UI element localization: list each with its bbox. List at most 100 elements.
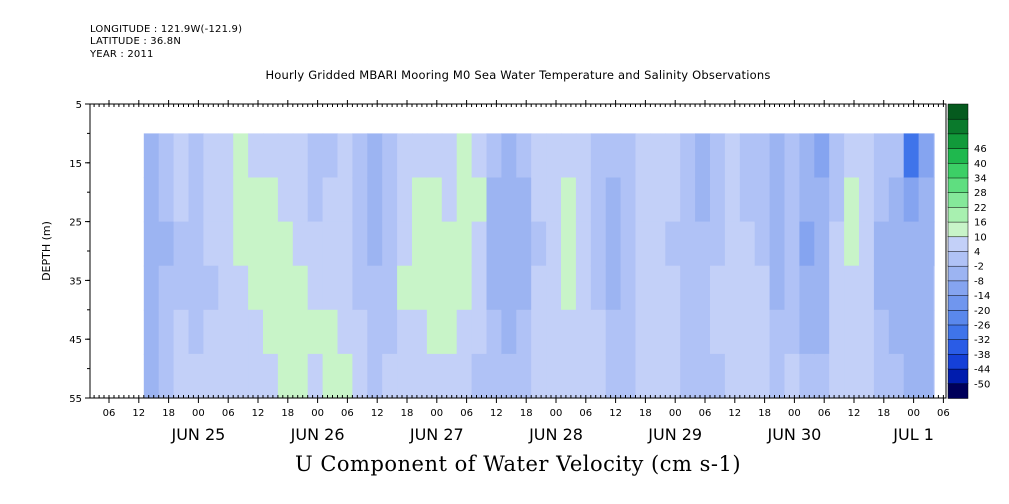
heatmap-cell [710, 177, 726, 223]
heatmap-cell [605, 353, 622, 399]
heatmap-cell [575, 309, 592, 355]
x-tick-label: 06 [222, 408, 235, 419]
heatmap-cell [903, 265, 920, 311]
heatmap-cell [680, 133, 696, 179]
heatmap-cell [173, 353, 190, 399]
heatmap-cell [382, 133, 398, 179]
heatmap-cell [188, 309, 204, 355]
heatmap-cell [799, 221, 815, 267]
heatmap-cell [456, 221, 473, 267]
heatmap-cell [724, 177, 741, 223]
heatmap-cell [218, 265, 234, 311]
heatmap-cell [859, 309, 875, 355]
heatmap-cell [844, 353, 860, 399]
heatmap-cell [158, 177, 175, 223]
heatmap-cell [859, 133, 875, 179]
heatmap-cell [441, 221, 458, 267]
heatmap-cell [635, 265, 651, 311]
heatmap-cell [665, 221, 681, 267]
heatmap-cell [337, 133, 353, 179]
heatmap-cell [680, 177, 696, 223]
heatmap-cell [531, 265, 547, 311]
y-tick-label: 35 [69, 276, 82, 287]
heatmap-cell [546, 177, 562, 223]
heatmap-cell [233, 221, 249, 267]
heatmap-cell [605, 309, 622, 355]
x-day-label: JUN 30 [766, 425, 821, 444]
heatmap-cell [695, 177, 711, 223]
x-tick-label: 18 [758, 408, 771, 419]
x-tick-label: 00 [430, 408, 443, 419]
heatmap-cell [412, 353, 428, 399]
heatmap-cell [516, 353, 532, 399]
heatmap-cell [873, 309, 890, 355]
heatmap-cell [784, 221, 800, 267]
heatmap-cell [844, 309, 860, 355]
heatmap-cell [531, 133, 547, 179]
heatmap-cell [888, 133, 905, 179]
y-tick-label: 15 [69, 159, 82, 170]
heatmap-cell [471, 265, 488, 311]
heatmap-cell [456, 309, 473, 355]
colorbar-cell [947, 294, 969, 311]
heatmap-cell [620, 265, 637, 311]
heatmap-cell [426, 177, 443, 223]
heatmap-cell [546, 133, 562, 179]
heatmap-cell [710, 133, 726, 179]
heatmap-cell [367, 221, 383, 267]
heatmap-cell [844, 177, 860, 223]
x-tick-label: 12 [728, 408, 741, 419]
heatmap-cell [412, 265, 428, 311]
heatmap-cell [426, 265, 443, 311]
heatmap-cell [203, 133, 219, 179]
heatmap-cell [903, 221, 920, 267]
x-tick-label: 18 [877, 408, 890, 419]
heatmap-cell [754, 133, 771, 179]
heatmap-cell [233, 265, 249, 311]
x-tick-label: 18 [401, 408, 414, 419]
heatmap-cell [918, 177, 935, 223]
heatmap-cell [620, 309, 637, 355]
heatmap-cell [218, 177, 234, 223]
heatmap-cell [352, 133, 368, 179]
heatmap-cell [873, 221, 890, 267]
heatmap-cell [650, 133, 666, 179]
colorbar-cell [947, 338, 969, 355]
heatmap-cell [933, 177, 935, 223]
heatmap-cell [397, 353, 413, 399]
heatmap-cell [426, 221, 443, 267]
colorbar-label: -20 [974, 306, 990, 317]
colorbar-cell [947, 309, 969, 326]
heatmap-cell [605, 265, 622, 311]
heatmap-cell [218, 133, 234, 179]
heatmap-cell [620, 353, 637, 399]
heatmap-cell [933, 133, 935, 179]
x-tick-label: 06 [937, 408, 950, 419]
heatmap-cell [248, 309, 264, 355]
heatmap-cell [590, 177, 607, 223]
heatmap-cell [769, 353, 786, 399]
colorbar-label: -2 [974, 262, 984, 273]
heatmap-cell [814, 133, 830, 179]
heatmap-cell [769, 309, 786, 355]
heatmap-cell [710, 353, 726, 399]
chart-title: Hourly Gridded MBARI Mooring M0 Sea Wate… [265, 68, 771, 82]
heatmap-cell [397, 309, 413, 355]
x-tick-label: 12 [132, 408, 145, 419]
x-axis-label: U Component of Water Velocity (cm s-1) [294, 452, 742, 476]
y-tick-label: 5 [76, 100, 82, 111]
heatmap-cell [814, 353, 830, 399]
heatmap-cell [292, 353, 309, 399]
heatmap-cell [263, 265, 279, 311]
x-tick-label: 06 [579, 408, 592, 419]
heatmap-cell [605, 177, 622, 223]
heatmap-cell [635, 353, 651, 399]
heatmap-cell [367, 353, 383, 399]
heatmap-cell [516, 265, 532, 311]
heatmap-cell [754, 309, 771, 355]
colorbar-cell [947, 353, 969, 370]
heatmap-cell [680, 221, 696, 267]
heatmap-cell [814, 309, 830, 355]
heatmap-cell [590, 221, 607, 267]
heatmap-cell [829, 133, 845, 179]
